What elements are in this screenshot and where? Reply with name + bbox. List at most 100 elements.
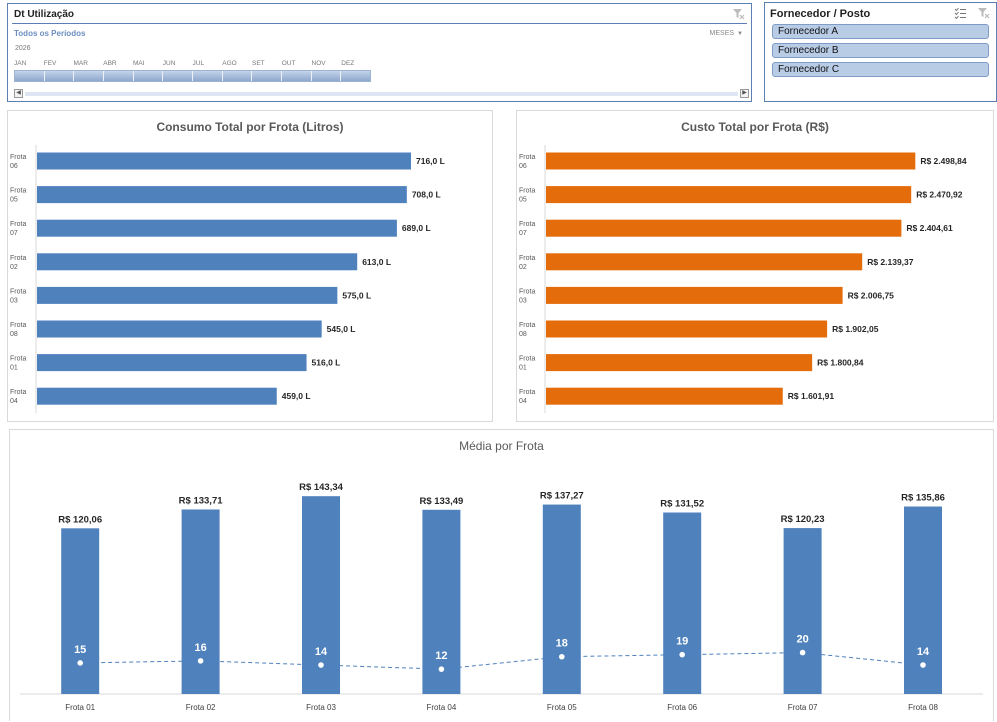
timeline-month-bar[interactable] [133,71,164,81]
bar[interactable] [302,496,340,694]
consumption-chart[interactable]: Consumo Total por Frota (Litros) 716,0 L… [7,110,493,422]
bar[interactable] [546,286,843,304]
line-point[interactable] [438,666,445,672]
timeline-scrollbar[interactable]: ◀ ▶ [14,89,749,99]
timeline-month-label: SET [252,60,265,67]
timeline-month-bar[interactable] [341,71,371,81]
timeline-level-label: MESES [709,30,735,37]
cost-chart-plot: R$ 2.498,84 Frota 06 R$ 2.470,92 Frota 05 R$ 2… [519,145,967,413]
category-label: 06 [519,163,527,170]
bar[interactable] [37,320,322,338]
clear-filter-icon[interactable] [732,8,745,20]
timeline-month-label: FEV [43,60,57,67]
clear-filter-icon[interactable] [977,7,990,19]
timeline-month-bar[interactable] [222,71,253,81]
timeline-year: 2026 [15,45,31,52]
line-point[interactable] [920,662,926,668]
category-label: Frota [10,154,26,161]
timeline-title: Dt Utilização [14,9,75,20]
supplier-slicer[interactable]: Fornecedor / Posto Fornecedor A Forneced… [764,2,997,102]
scroll-right-icon[interactable]: ▶ [740,89,749,98]
category-label: Frota [519,188,535,195]
bar[interactable] [546,354,813,372]
category-label: Frota [519,322,535,329]
bar[interactable] [422,509,461,694]
scroll-track[interactable] [25,92,738,96]
timeline-level-dropdown[interactable]: MESES ▼ [710,30,743,37]
timeline-month-bar[interactable] [252,71,283,81]
bar[interactable] [546,219,902,237]
timeline-month-label: MAR [73,60,88,67]
category-label: Frota [10,356,26,363]
data-label: R$ 135,86 [901,493,945,504]
timeline-month-bar[interactable] [193,71,223,81]
category-label: 02 [519,264,527,271]
timeline-month-bar[interactable] [311,71,342,81]
data-label: 18 [556,638,568,650]
bar[interactable] [546,387,783,405]
line-point[interactable] [799,649,806,656]
line-point[interactable] [77,660,83,666]
data-label: R$ 133,71 [179,495,224,506]
slicer-item-fornecedor-a[interactable]: Fornecedor A [772,24,989,39]
line-point[interactable] [318,662,324,668]
data-label: 16 [194,642,206,654]
line-point[interactable] [559,653,565,660]
bar[interactable] [663,512,702,694]
timeline-month-bar[interactable] [74,71,105,81]
bar[interactable] [181,509,220,694]
bar[interactable] [542,504,581,694]
slicer-item-fornecedor-b[interactable]: Fornecedor B [772,43,989,58]
scroll-left-icon[interactable]: ◀ [14,89,23,98]
bar[interactable] [37,286,338,304]
bar[interactable] [37,186,407,204]
category-label: 08 [10,331,18,338]
data-label: R$ 1.800,84 [817,358,864,368]
category-label: 07 [10,230,18,237]
category-label: Frota [10,322,26,329]
bar[interactable] [546,253,863,271]
multi-select-icon[interactable] [954,7,967,19]
data-label: 19 [676,636,688,648]
timeline-months: JAN FEV MAR ABR MAI JUN JUL AGO SET OUT NOV DEZ [14,60,371,67]
chart-title: Consumo Total por Frota (Litros) [156,120,344,134]
timeline-month-label: DEZ [341,60,355,67]
bar[interactable] [37,354,307,372]
timeline-month-bar[interactable] [44,71,75,81]
bar[interactable] [546,152,916,170]
bar[interactable] [37,219,397,237]
line-point[interactable] [679,651,685,658]
line-point[interactable] [197,658,204,664]
bar[interactable] [37,152,412,170]
category-label: Frota [519,221,535,228]
chart-title: Custo Total por Frota (R$) [681,120,829,134]
category-label: Frota [10,188,26,195]
bar[interactable] [37,253,358,271]
bar[interactable] [61,528,100,694]
supplier-slicer-title: Fornecedor / Posto [770,8,871,20]
data-label: R$ 1.601,91 [788,391,835,401]
data-label: 716,0 L [416,156,445,166]
data-label: 708,0 L [412,190,441,200]
cost-chart[interactable]: Custo Total por Frota (R$) R$ 2.498,84 Fr… [516,110,994,422]
data-label: 20 [796,634,808,646]
timeline-month-bars[interactable] [14,70,371,82]
average-chart[interactable]: Média por Frota R$ 120,06 Frota 01 R$ 133,… [9,429,994,721]
timeline-month-label: JAN [14,60,27,67]
timeline-month-label: AGO [222,60,237,67]
timeline-slicer[interactable]: Dt Utilização Todos os Períodos MESES ▼ 2… [7,3,752,102]
timeline-month-bar[interactable] [282,71,312,81]
slicer-item-fornecedor-c[interactable]: Fornecedor C [772,62,989,77]
category-label: Frota [519,389,535,396]
timeline-month-bar[interactable] [104,71,134,81]
bar[interactable] [783,528,822,694]
bar[interactable] [37,387,277,405]
data-label: R$ 137,27 [540,491,584,502]
timeline-month-bar[interactable] [163,71,194,81]
bar[interactable] [546,320,828,338]
category-label: Frota 08 [908,703,938,712]
timeline-month-bar[interactable] [15,71,45,81]
timeline-month-label: MAI [133,60,145,67]
bar[interactable] [546,186,912,204]
category-label: 07 [519,230,527,237]
